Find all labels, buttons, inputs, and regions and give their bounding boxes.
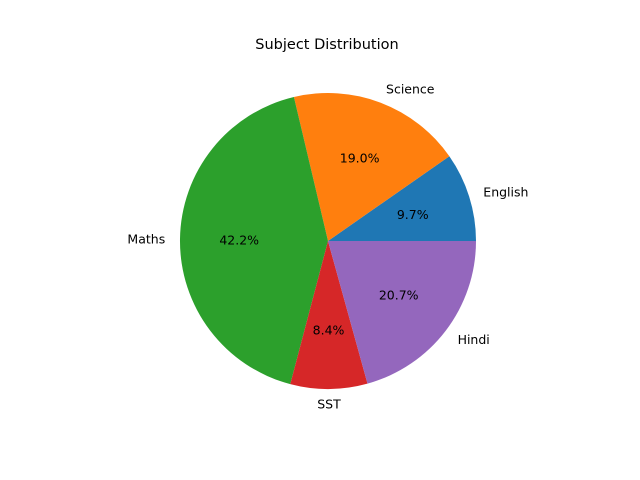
slice-label-hindi: Hindi	[458, 332, 490, 347]
slice-label-science: Science	[386, 81, 435, 96]
slice-label-maths: Maths	[127, 231, 165, 246]
percent-label-science: 19.0%	[340, 151, 380, 166]
percent-label-sst: 8.4%	[313, 322, 345, 337]
pie-slice-english	[328, 156, 476, 241]
pie-slices	[179, 92, 476, 390]
percent-label-english: 9.7%	[397, 207, 429, 222]
slice-label-english: English	[483, 185, 528, 200]
pie-slice-sst	[290, 241, 368, 390]
slice-label-sst: SST	[317, 396, 341, 411]
slice-labels: English Science Maths SST Hindi	[127, 81, 528, 411]
percent-label-maths: 42.2%	[219, 232, 259, 247]
percent-labels: 9.7% 19.0% 42.2% 8.4% 20.7%	[219, 151, 428, 338]
pie-slice-hindi	[328, 241, 476, 384]
pie-slice-maths	[179, 96, 328, 385]
pie-slice-science	[293, 92, 450, 241]
chart-title: Subject Distribution	[255, 37, 398, 53]
percent-label-hindi: 20.7%	[379, 287, 419, 302]
